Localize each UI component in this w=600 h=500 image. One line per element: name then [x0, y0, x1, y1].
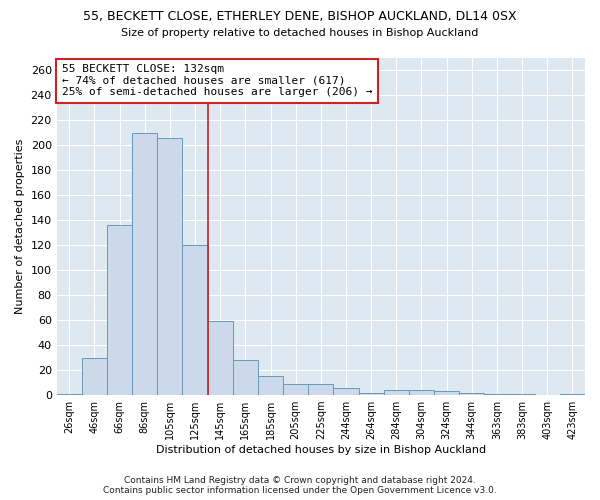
- Bar: [384, 390, 409, 395]
- Bar: [208, 322, 233, 395]
- Bar: [484, 394, 509, 395]
- Bar: [107, 225, 132, 395]
- Bar: [182, 245, 208, 395]
- Bar: [359, 392, 384, 395]
- Bar: [308, 384, 334, 395]
- Bar: [334, 388, 359, 395]
- Bar: [283, 384, 308, 395]
- Bar: [233, 360, 258, 395]
- Text: Contains HM Land Registry data © Crown copyright and database right 2024.
Contai: Contains HM Land Registry data © Crown c…: [103, 476, 497, 495]
- Bar: [157, 138, 182, 395]
- Bar: [459, 392, 484, 395]
- Bar: [509, 394, 535, 395]
- Bar: [82, 358, 107, 395]
- Bar: [409, 390, 434, 395]
- Text: 55, BECKETT CLOSE, ETHERLEY DENE, BISHOP AUCKLAND, DL14 0SX: 55, BECKETT CLOSE, ETHERLEY DENE, BISHOP…: [83, 10, 517, 23]
- X-axis label: Distribution of detached houses by size in Bishop Auckland: Distribution of detached houses by size …: [156, 445, 486, 455]
- Text: Size of property relative to detached houses in Bishop Auckland: Size of property relative to detached ho…: [121, 28, 479, 38]
- Y-axis label: Number of detached properties: Number of detached properties: [15, 138, 25, 314]
- Bar: [434, 392, 459, 395]
- Bar: [560, 394, 585, 395]
- Bar: [258, 376, 283, 395]
- Bar: [56, 394, 82, 395]
- Text: 55 BECKETT CLOSE: 132sqm
← 74% of detached houses are smaller (617)
25% of semi-: 55 BECKETT CLOSE: 132sqm ← 74% of detach…: [62, 64, 373, 98]
- Bar: [132, 132, 157, 395]
